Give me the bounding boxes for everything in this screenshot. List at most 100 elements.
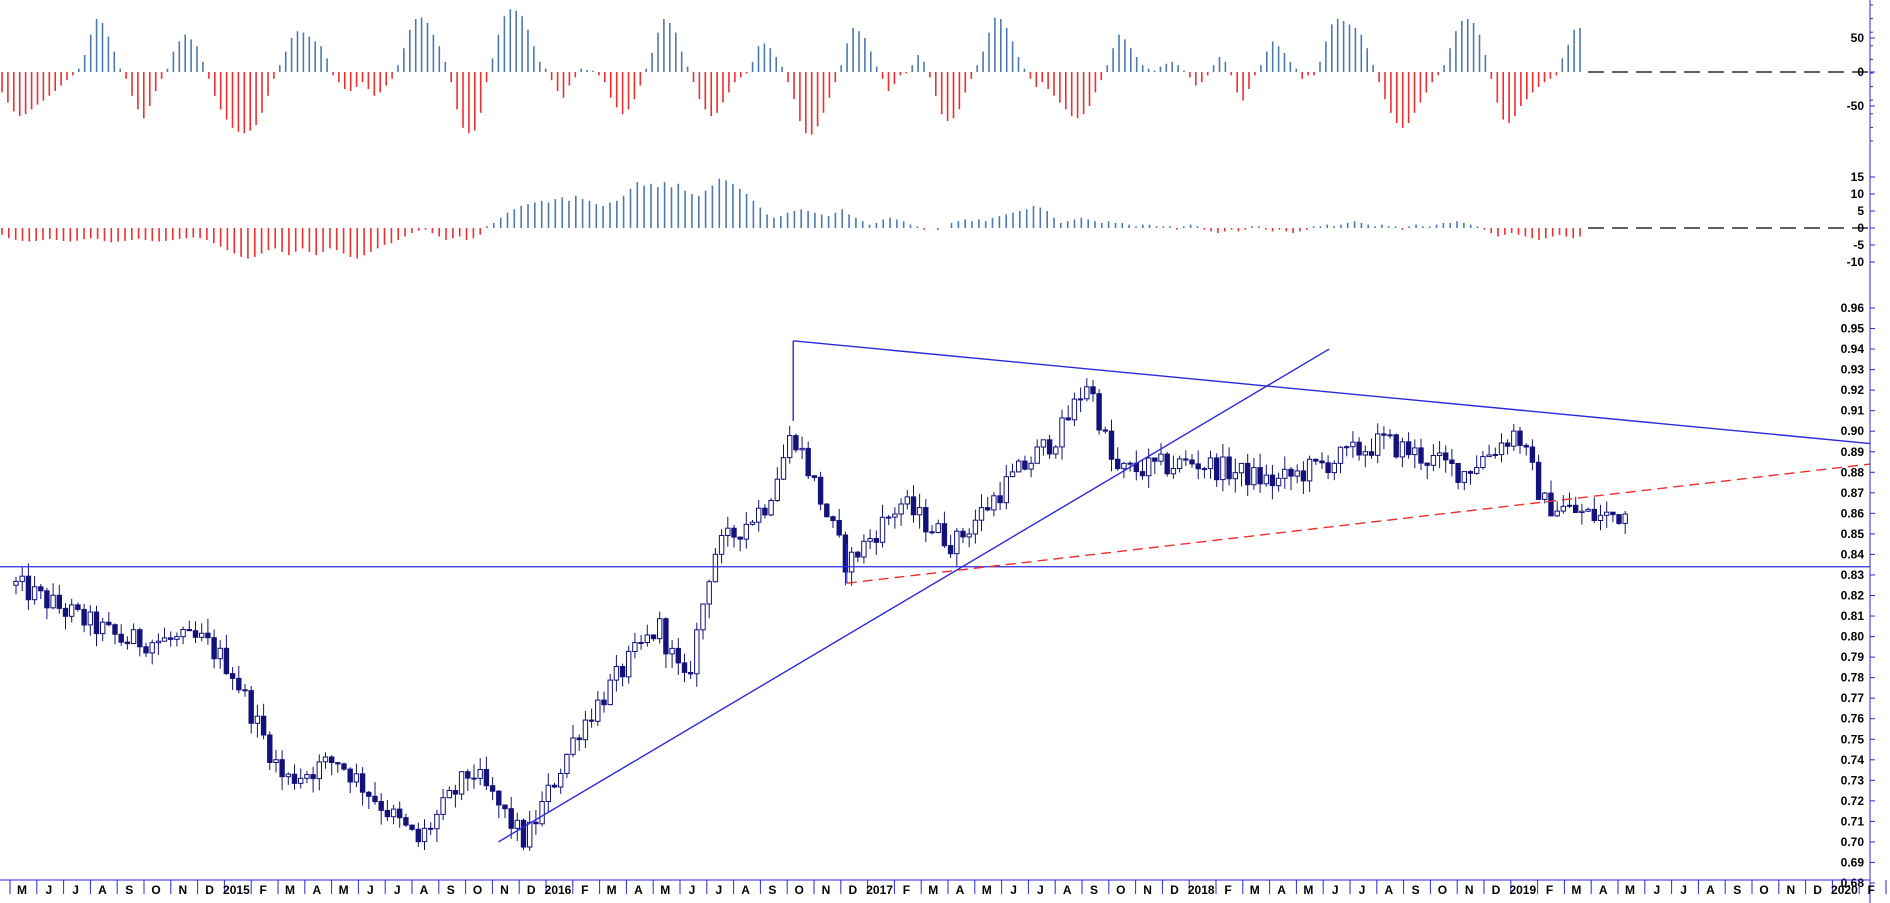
time-tick-label: D	[1492, 883, 1501, 897]
candle-body	[397, 808, 403, 819]
price-tick-label: 0.72	[1841, 794, 1865, 808]
time-tick-label: S	[125, 883, 133, 897]
candle-body	[1523, 444, 1529, 448]
candle-body	[1158, 453, 1164, 462]
candle-body	[229, 673, 236, 679]
candle-body	[514, 819, 520, 829]
candle-body	[56, 594, 62, 609]
candle-body	[341, 763, 347, 770]
candle-body	[1480, 456, 1486, 469]
top-osc-tick-label: 50	[1851, 31, 1865, 45]
candle-body	[1022, 460, 1028, 470]
candle-body	[805, 447, 811, 477]
candle-body	[1028, 462, 1034, 470]
time-tick-label: O	[1759, 883, 1768, 897]
candle-body	[415, 828, 422, 843]
candle-body	[985, 507, 991, 511]
candle-body	[1344, 446, 1350, 449]
candle-body	[1034, 446, 1040, 464]
candle-body	[991, 495, 997, 511]
price-tick-label: 0.77	[1841, 691, 1865, 705]
candle-body	[762, 507, 768, 516]
candle-body	[694, 629, 700, 675]
candle-body	[458, 771, 465, 795]
candle-body	[50, 594, 56, 609]
candle-body	[867, 538, 873, 542]
candle-body	[1263, 474, 1269, 485]
time-tick-label: 2020	[1831, 883, 1858, 897]
mid-osc-tick-label: 5	[1857, 204, 1864, 218]
candle-body	[570, 737, 576, 755]
time-tick-label: A	[1384, 883, 1393, 897]
price-panel: 0.96 0.95 0.94 0.93 0.92 0.91 0.90 0.89 0.88 0.87…	[0, 301, 1871, 890]
candle-body	[291, 773, 298, 784]
candle-body	[1164, 453, 1170, 475]
candle-body	[409, 824, 415, 830]
time-tick-label: D	[1813, 883, 1822, 897]
candle-body	[787, 435, 793, 459]
candle-body	[1350, 441, 1356, 448]
candle-body	[471, 777, 477, 780]
time-tick-label: O	[795, 883, 804, 897]
candle-body	[520, 819, 527, 848]
candle-body	[174, 636, 180, 640]
candle-body	[533, 821, 539, 825]
candle-body	[1214, 457, 1220, 481]
candle-body	[93, 611, 100, 635]
candle-body	[780, 457, 787, 480]
price-tick-label: 0.82	[1841, 589, 1865, 603]
candle-body	[916, 507, 923, 516]
candle-body	[954, 530, 960, 555]
time-tick-label: S	[447, 883, 455, 897]
time-tick-label: J	[1359, 883, 1366, 897]
candle-body	[1251, 467, 1257, 486]
time-tick-label: A	[634, 883, 643, 897]
top-oscillator-panel: 50 0 -50	[1, 9, 1870, 135]
time-axis: M J J A S O N D 2015 F M A M J J A S O N D 2016 F M A M J J A S O N D 20…	[0, 879, 1887, 897]
candle-body	[1115, 458, 1121, 470]
candle-body	[1084, 386, 1090, 400]
candle-body	[564, 753, 570, 774]
candle-body	[731, 527, 737, 538]
candle-body	[1449, 459, 1455, 464]
candle-body	[267, 734, 273, 763]
time-tick-label: 2019	[1509, 883, 1536, 897]
candle-body	[273, 759, 279, 764]
candle-body	[774, 478, 780, 502]
price-tick-label: 0.93	[1841, 363, 1865, 377]
price-tick-label: 0.95	[1841, 322, 1865, 336]
candle-body	[489, 785, 496, 792]
candle-body	[44, 590, 50, 609]
time-tick-label: J	[1332, 883, 1339, 897]
candle-body	[712, 553, 719, 583]
time-tick-label: O	[1116, 883, 1125, 897]
candle-body	[978, 507, 985, 521]
candle-body	[1430, 455, 1437, 466]
candle-body	[1232, 472, 1238, 480]
candle-body	[1009, 471, 1016, 478]
candle-body	[1597, 514, 1604, 521]
candle-body	[428, 827, 434, 830]
candle-body	[830, 516, 836, 522]
time-tick-label: M	[1250, 883, 1260, 897]
candle-body	[1368, 451, 1375, 456]
middle-oscillator-panel: 15 10 5 0 -5 -10	[1, 170, 1870, 269]
candle-body	[725, 527, 731, 537]
candle-body	[149, 642, 155, 654]
candle-body	[1622, 513, 1628, 524]
candle-body	[848, 551, 855, 573]
price-tick-label: 0.76	[1841, 712, 1865, 726]
candle-body	[192, 630, 199, 638]
candle-body	[910, 496, 917, 516]
candle-body	[793, 435, 799, 451]
candle-body	[366, 791, 372, 797]
candle-body	[1046, 439, 1053, 455]
candle-body	[1127, 462, 1133, 465]
candle-body	[1207, 457, 1214, 470]
time-tick-label: J	[45, 883, 52, 897]
candle-body	[81, 608, 87, 626]
candle-body	[390, 808, 397, 818]
time-tick-label: A	[98, 883, 107, 897]
candle-body	[1560, 505, 1566, 512]
candle-body	[248, 690, 254, 724]
